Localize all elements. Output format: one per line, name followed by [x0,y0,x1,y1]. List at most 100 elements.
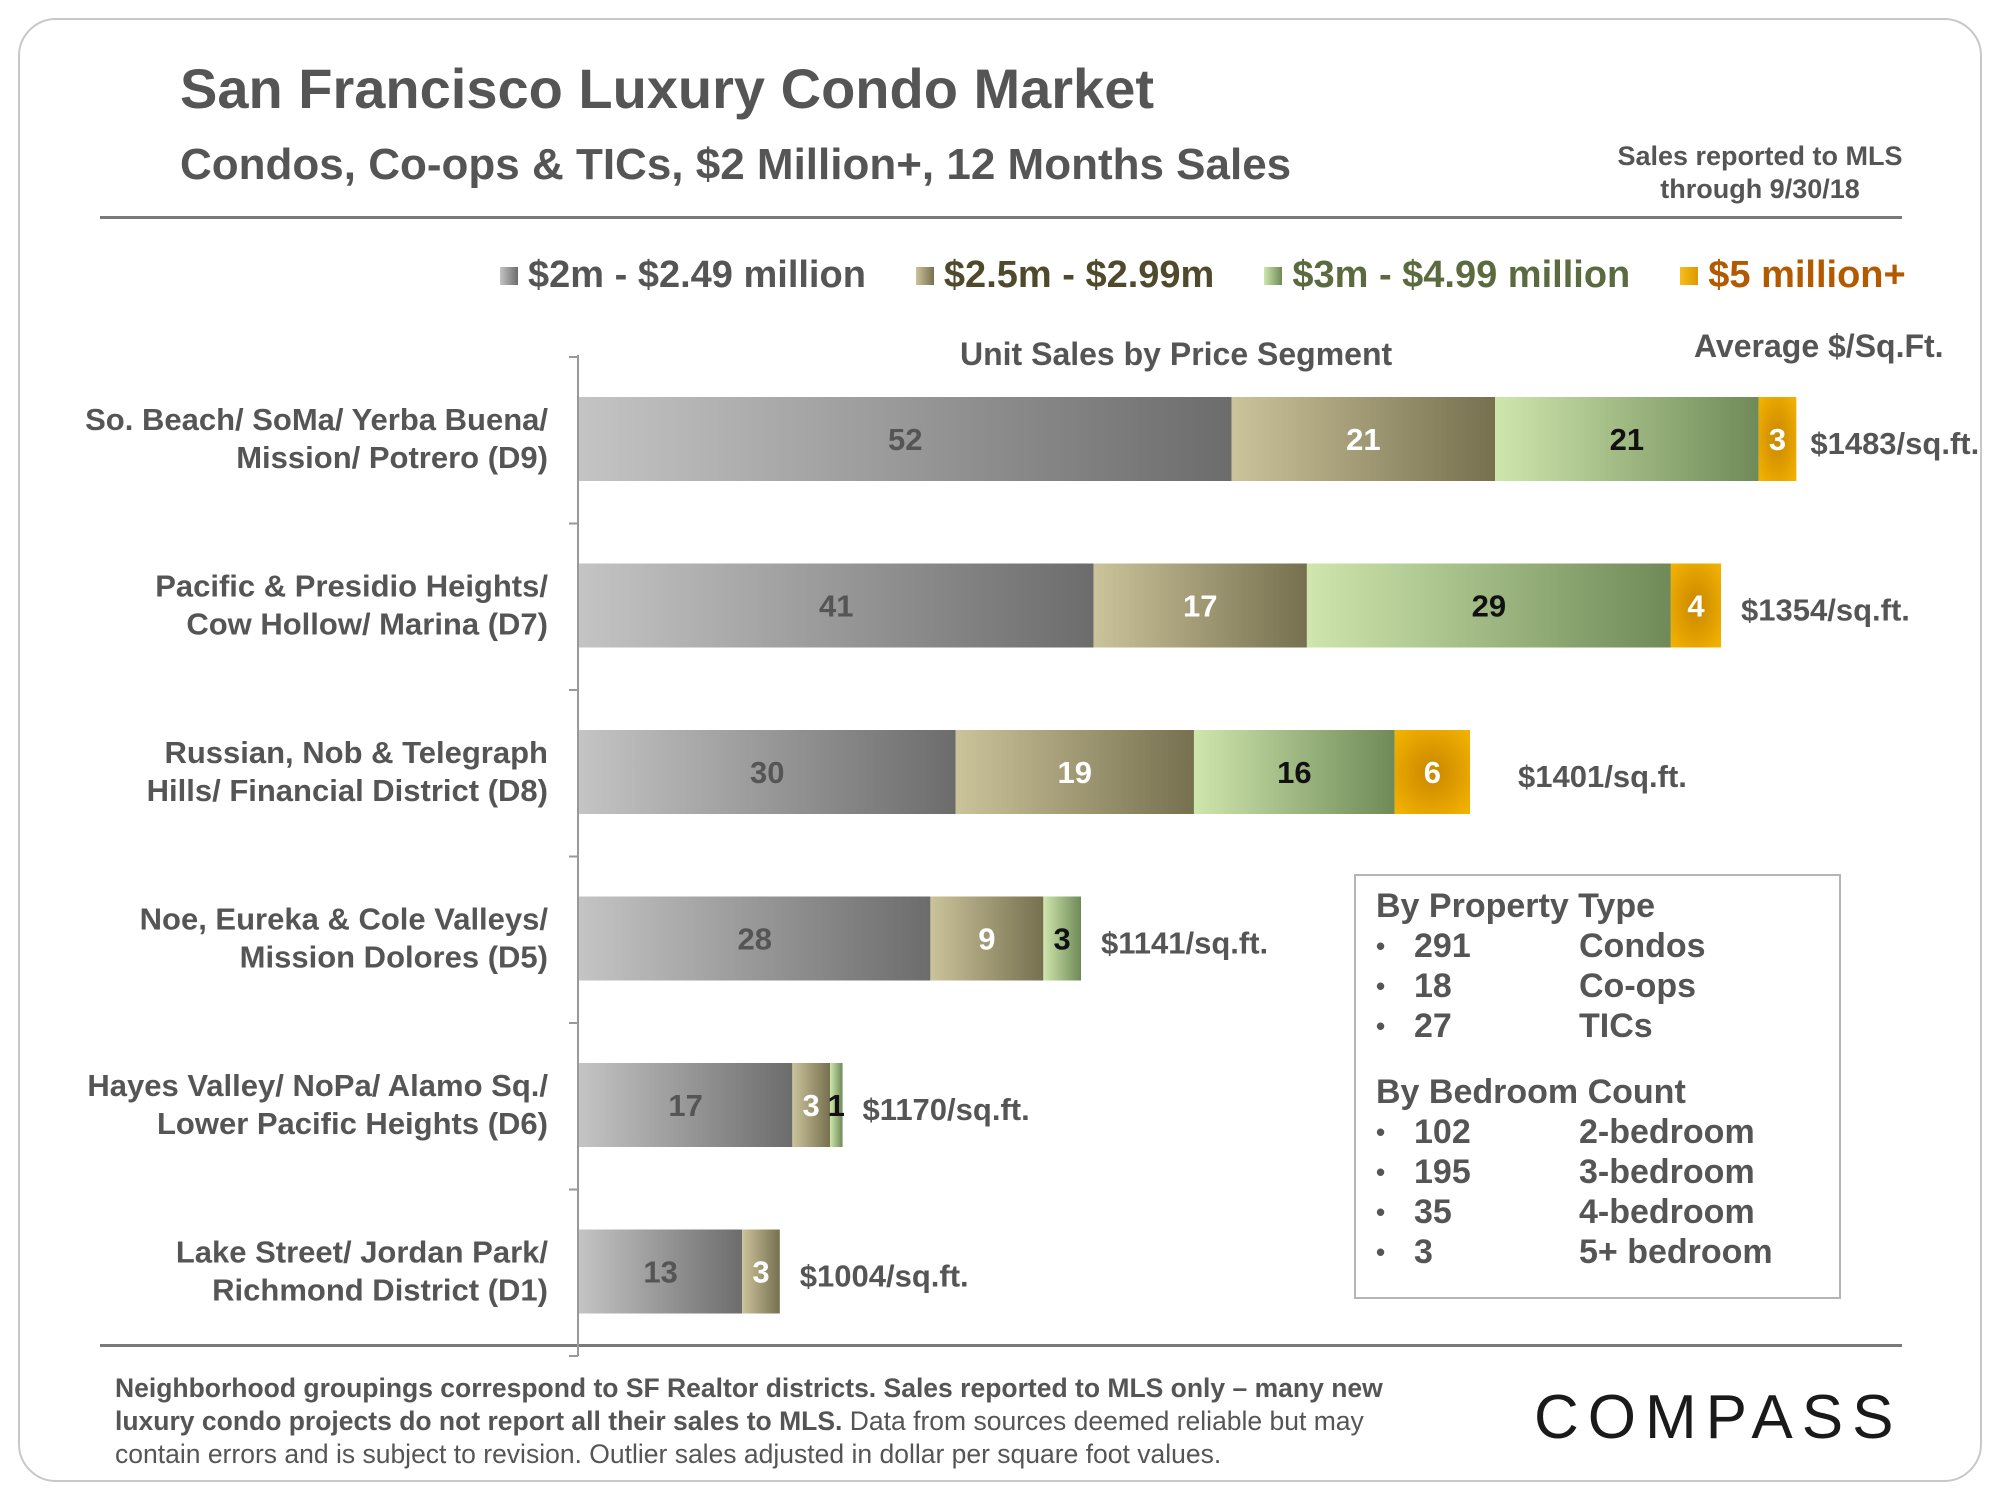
bullet-icon: • [1376,1237,1386,1267]
category-label: Cow Hollow/ Marina (D7) [186,607,548,642]
bedroom-count: 102 [1414,1113,1471,1151]
list-item: • 18 Co-ops [1376,966,1839,1006]
property-count: 18 [1414,967,1452,1005]
avg-price-label: $1354/sq.ft. [1741,593,1910,628]
category-label: Richmond District (D1) [212,1273,548,1308]
bar-value-label: 16 [1277,755,1311,790]
bar-value-label: 4 [1687,589,1705,624]
bar-value-label: 3 [1769,422,1786,457]
bullet-icon: • [1376,1197,1386,1227]
list-item: • 102 2-bedroom [1376,1112,1839,1152]
bar-value-label: 28 [737,922,771,957]
avg-price-heading: Average $/Sq.Ft. [1694,328,1944,364]
category-label: Russian, Nob & Telegraph [164,735,548,770]
category-label: Hayes Valley/ NoPa/ Alamo Sq./ [87,1068,548,1103]
bar-segment [1495,397,1759,481]
source-note-line2: through 9/30/18 [1660,174,1860,204]
bar-segment [1758,397,1797,481]
property-label: Co-ops [1579,967,1697,1005]
bar-segment [792,1063,830,1147]
bar-value-label: 52 [888,422,922,457]
bedroom-count-heading: By Bedroom Count [1376,1073,1686,1111]
bar-value-label: 29 [1472,589,1506,624]
legend-label-2: $2.5m - $2.99m [943,254,1215,296]
property-label: TICs [1579,1007,1653,1045]
footer-disclaimer: Neighborhood groupings correspond to SF … [115,1372,1435,1471]
chart-legend: $2m - $2.49 million $2.5m - $2.99m $3m -… [500,254,1906,297]
bullet-icon: • [1376,1011,1386,1041]
bar-value-label: 17 [1183,589,1217,624]
page-subtitle: Condos, Co-ops & TICs, $2 Million+, 12 M… [180,140,1292,189]
bar-value-label: 3 [1054,922,1071,957]
list-item: • 291 Condos [1376,926,1839,966]
bar-segment [1193,730,1395,814]
avg-price-label: $1170/sq.ft. [863,1092,1030,1127]
source-note: Sales reported to MLS through 9/30/18 [1540,140,1980,206]
footer-divider [100,1344,1902,1347]
bar-value-label: 3 [803,1088,820,1123]
bar-value-label: 13 [643,1255,677,1290]
legend-item-segment-1: $2m - $2.49 million [500,254,866,297]
category-label: Pacific & Presidio Heights/ [155,569,548,604]
bar-segment [579,1063,793,1147]
avg-price-label: $1401/sq.ft. [1518,759,1687,794]
bar-segment [579,397,1232,481]
bar-segment [1670,563,1722,648]
avg-price-label: $1141/sq.ft. [1101,926,1268,961]
bar-value-label: 21 [1346,422,1380,457]
list-item: • 35 4-bedroom [1376,1192,1839,1232]
bar-segment [1306,563,1671,648]
bar-segment [1043,896,1081,981]
legend-swatch-4 [1680,266,1699,285]
bedroom-count: 195 [1414,1153,1471,1191]
footer-bold-text: Neighborhood groupings correspond to SF … [115,1373,1383,1436]
bar-segment [830,1063,843,1147]
legend-label-1: $2m - $2.49 million [528,254,866,296]
legend-label-4: $5 million+ [1708,254,1906,296]
bar-value-label: 19 [1057,755,1091,790]
footer-normal-text: Data from sources deemed reliable but ma… [115,1406,1364,1469]
category-label: Mission/ Potrero (D9) [236,440,548,475]
bar-value-label: 9 [978,922,995,957]
bullet-icon: • [1376,1157,1386,1187]
bar-segment [930,896,1044,981]
bar-value-label: 1 [828,1088,845,1123]
page-title: San Francisco Luxury Condo Market [180,57,1154,120]
bar-value-label: 21 [1610,422,1644,457]
bar-segment [955,730,1194,814]
bedroom-label: 3-bedroom [1579,1153,1755,1191]
bedroom-label: 5+ bedroom [1579,1233,1773,1271]
bar-segment [1394,730,1471,814]
bedroom-label: 2-bedroom [1579,1113,1755,1151]
legend-item-segment-4: $5 million+ [1680,254,1906,297]
list-item: • 27 TICs [1376,1006,1839,1046]
category-label: Hills/ Financial District (D8) [147,773,548,808]
bullet-icon: • [1376,931,1386,961]
legend-item-segment-3: $3m - $4.99 million [1264,254,1630,297]
bar-segment [579,1229,743,1314]
list-item: • 195 3-bedroom [1376,1152,1839,1192]
legend-swatch-2 [915,266,934,285]
bullet-icon: • [1376,1117,1386,1147]
bar-value-label: 3 [752,1255,769,1290]
bar-value-label: 41 [819,589,853,624]
bar-segment [579,730,956,814]
bar-segment [742,1229,780,1314]
bar-value-label: 30 [750,755,784,790]
property-type-list: • 291 Condos • 18 Co-ops • 27 TICs [1376,926,1839,1046]
bar-value-label: 6 [1424,755,1441,790]
bar-segment [1231,397,1496,481]
legend-label-3: $3m - $4.99 million [1292,254,1631,296]
property-count: 291 [1414,927,1471,965]
chart-title: Unit Sales by Price Segment [960,336,1393,372]
category-label: Lake Street/ Jordan Park/ [176,1235,549,1270]
source-note-line1: Sales reported to MLS [1617,141,1903,171]
property-label: Condos [1579,927,1706,965]
category-label: Mission Dolores (D5) [240,940,548,975]
summary-box: By Property Type • 291 Condos • 18 Co-op… [1354,874,1841,1299]
bar-segment [579,896,931,981]
bar-segment [1093,563,1307,648]
legend-swatch-3 [1264,266,1283,285]
slide-frame [18,18,1982,1482]
